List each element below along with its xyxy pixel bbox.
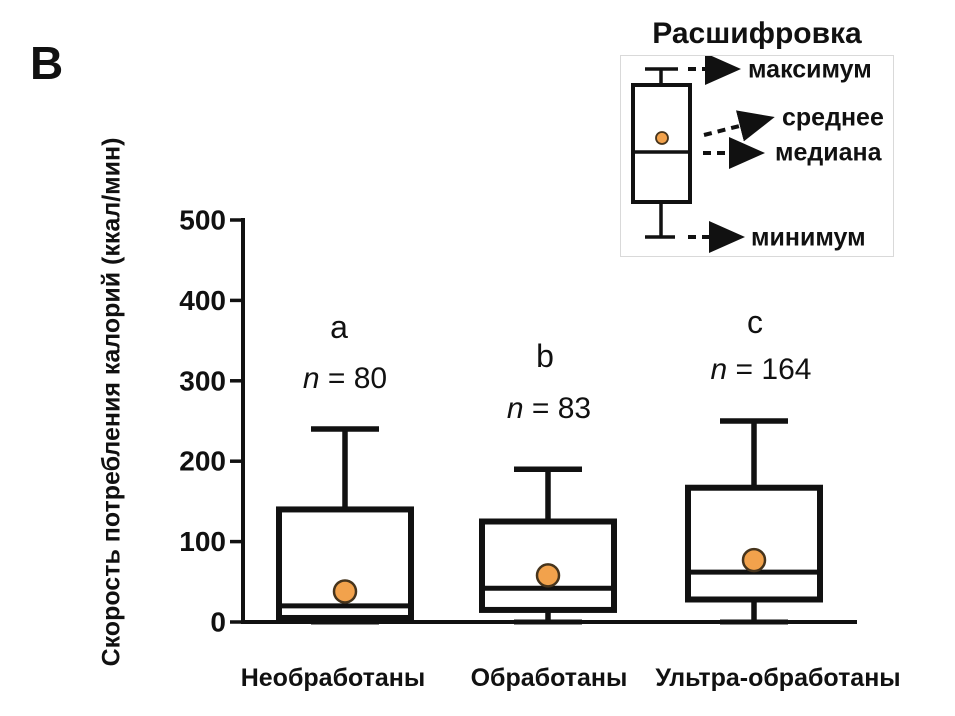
legend-panel: максимум среднее медиана минимум [620, 55, 894, 257]
box-group-1-letter: b [536, 338, 554, 374]
category-label-0: Необработаны [241, 664, 426, 692]
category-label-2: Ультра-обработаны [655, 664, 900, 692]
y-tick-label-0: 0 [210, 607, 226, 638]
y-tick-label-100: 100 [179, 526, 226, 557]
legend-arrow-mean [703, 110, 775, 142]
legend-label-median: медиана [775, 138, 882, 167]
panel-label: В [30, 37, 65, 89]
y-tick-label-200: 200 [179, 446, 226, 477]
box-group-1-mean-dot [535, 563, 561, 588]
box-group-0-letter: a [330, 309, 348, 345]
legend-mean-dot [655, 131, 669, 145]
legend-boxplot-icon [631, 56, 775, 253]
box-group-0-mean-dot [332, 579, 358, 604]
box-group-1-n-label: n = 83 [507, 392, 591, 425]
legend-label-maximum: максимум [748, 55, 872, 84]
box-group-2-n-label: n = 164 [711, 353, 812, 386]
box-group-0-n-label: n = 80 [303, 362, 387, 395]
legend-label-mean: среднее [782, 103, 884, 132]
box-group-2-letter: c [747, 304, 763, 340]
y-tick-label-300: 300 [179, 365, 226, 396]
legend-mini-boxplot [631, 67, 692, 239]
legend-label-minimum: минимум [751, 223, 866, 252]
box-group-2-iqr-box [685, 484, 823, 603]
y-tick-label-500: 500 [179, 205, 226, 236]
legend-title: Расшифровка [652, 17, 862, 50]
box-group-2-mean-dot [741, 547, 767, 573]
category-label-1: Обработаны [471, 664, 628, 692]
y-tick-label-400: 400 [179, 285, 226, 316]
